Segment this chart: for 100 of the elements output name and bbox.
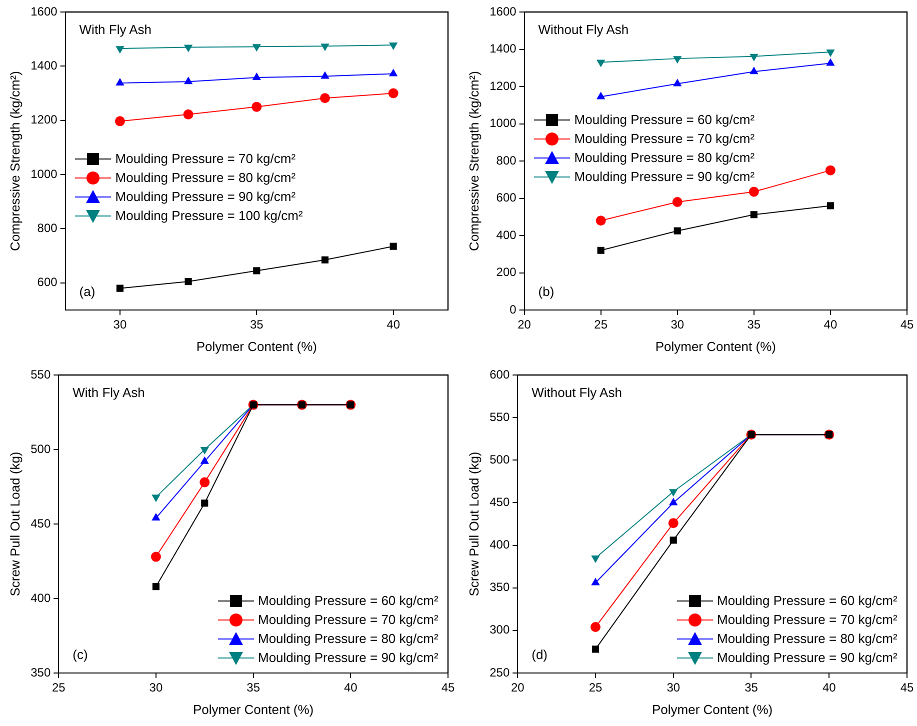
- point: [184, 44, 193, 52]
- point: [116, 284, 124, 292]
- legend-label: Moulding Pressure = 80 kg/cm²: [717, 631, 898, 646]
- annotation: (d): [532, 647, 548, 662]
- x-tick-label: 40: [344, 680, 358, 695]
- point: [252, 44, 261, 52]
- point: [253, 267, 260, 274]
- x-tick-label: 40: [824, 318, 838, 332]
- y-tick-label: 1600: [30, 4, 58, 18]
- y-axis-title: Screw Pull Out Load (kg): [7, 452, 22, 596]
- x-tick-label: 25: [594, 318, 608, 332]
- legend-label: Moulding Pressure = 90 kg/cm²: [115, 189, 296, 204]
- y-tick-label: 600: [490, 367, 510, 382]
- legend-label: Moulding Pressure = 100 kg/cm²: [115, 208, 303, 224]
- point: [596, 216, 606, 226]
- legend-label: Moulding Pressure = 70 kg/cm²: [574, 131, 755, 146]
- x-tick-label: 30: [670, 318, 684, 332]
- y-tick-label: 450: [30, 516, 51, 530]
- point: [252, 102, 262, 112]
- annotation: (c): [72, 647, 88, 662]
- x-axis-title: Polymer Content (%): [652, 702, 773, 717]
- x-tick-label: 40: [386, 318, 400, 332]
- annotation: Without Fly Ash: [532, 385, 622, 400]
- point: [596, 60, 606, 68]
- point: [150, 552, 161, 562]
- legend-label: Moulding Pressure = 80 kg/cm²: [258, 631, 438, 646]
- x-tick-label: 25: [52, 680, 66, 695]
- x-tick-label: 35: [246, 680, 260, 695]
- x-tick-label: 45: [441, 680, 455, 695]
- y-tick-label: 250: [490, 665, 510, 680]
- point: [320, 93, 330, 104]
- y-tick-label: 600: [37, 275, 58, 290]
- y-tick-label: 600: [496, 190, 517, 205]
- x-tick-label: 30: [666, 680, 680, 695]
- y-tick-label: 500: [30, 442, 51, 456]
- point: [183, 109, 194, 120]
- x-axis-title: Polymer Content (%): [196, 338, 317, 354]
- x-tick-label: 40: [822, 680, 836, 695]
- legend-label: Moulding Pressure = 60 kg/cm²: [258, 593, 438, 608]
- point: [389, 68, 398, 76]
- point: [672, 196, 682, 207]
- point: [201, 500, 208, 507]
- x-tick-label: 35: [744, 680, 758, 695]
- y-tick-label: 550: [490, 410, 510, 424]
- y-tick-label: 0: [510, 302, 517, 316]
- point: [184, 278, 192, 286]
- y-tick-label: 1200: [30, 112, 58, 127]
- y-tick-label: 200: [496, 265, 517, 280]
- point: [114, 116, 125, 126]
- point: [748, 186, 759, 197]
- legend-label: Moulding Pressure = 90 kg/cm²: [258, 650, 438, 665]
- point: [390, 242, 397, 250]
- x-tick-label: 20: [510, 680, 525, 695]
- legend-label: Moulding Pressure = 70 kg/cm²: [258, 612, 438, 627]
- point: [668, 518, 678, 528]
- x-axis-title: Polymer Content (%): [655, 338, 776, 354]
- y-axis-title: Screw Pull Out Load (kg): [466, 452, 482, 596]
- legend-label: Moulding Pressure = 80 kg/cm²: [574, 150, 755, 166]
- annotation: (b): [538, 284, 554, 299]
- annotation: Without Fly Ash: [538, 22, 629, 37]
- point: [184, 76, 193, 84]
- legend-label: Moulding Pressure = 60 kg/cm²: [717, 593, 898, 608]
- legend-label: Moulding Pressure = 80 kg/cm²: [115, 170, 296, 186]
- x-tick-label: 45: [900, 318, 914, 332]
- legend-label: Moulding Pressure = 60 kg/cm²: [574, 112, 755, 128]
- point: [750, 211, 758, 218]
- point: [826, 50, 835, 58]
- x-tick-label: 35: [747, 318, 761, 332]
- legend-label: Moulding Pressure = 90 kg/cm²: [717, 650, 898, 665]
- point: [750, 54, 758, 62]
- y-axis-title: Compressive Strength (kg/cm²): [466, 71, 482, 251]
- point: [590, 622, 600, 632]
- point: [592, 646, 600, 653]
- y-tick-label: 800: [37, 221, 58, 236]
- y-tick-label: 1000: [490, 116, 517, 130]
- y-tick-label: 1400: [490, 42, 517, 56]
- point: [388, 88, 398, 98]
- y-tick-label: 550: [30, 367, 51, 382]
- x-axis-title: Polymer Content (%): [192, 702, 314, 717]
- x-tick-label: 20: [518, 318, 532, 332]
- legend-label: Moulding Pressure = 70 kg/cm²: [115, 151, 296, 166]
- y-tick-label: 400: [496, 228, 517, 242]
- y-tick-label: 400: [490, 538, 510, 552]
- legend-label: Moulding Pressure = 90 kg/cm²: [574, 169, 755, 184]
- y-tick-label: 1600: [490, 4, 517, 18]
- point: [597, 246, 604, 254]
- y-tick-label: 1000: [30, 166, 58, 181]
- point: [670, 536, 677, 544]
- point: [321, 256, 329, 264]
- x-tick-label: 45: [900, 680, 914, 695]
- y-axis-title: Compressive Strength (kg/cm²): [7, 71, 22, 251]
- y-tick-label: 800: [496, 153, 517, 168]
- point: [673, 56, 682, 64]
- x-tick-label: 25: [588, 680, 602, 695]
- y-tick-label: 350: [30, 665, 51, 680]
- y-tick-label: 350: [490, 580, 510, 594]
- x-tick-label: 35: [250, 318, 264, 332]
- point: [200, 477, 210, 488]
- legend-label: Moulding Pressure = 70 kg/cm²: [717, 612, 898, 627]
- point: [252, 72, 261, 80]
